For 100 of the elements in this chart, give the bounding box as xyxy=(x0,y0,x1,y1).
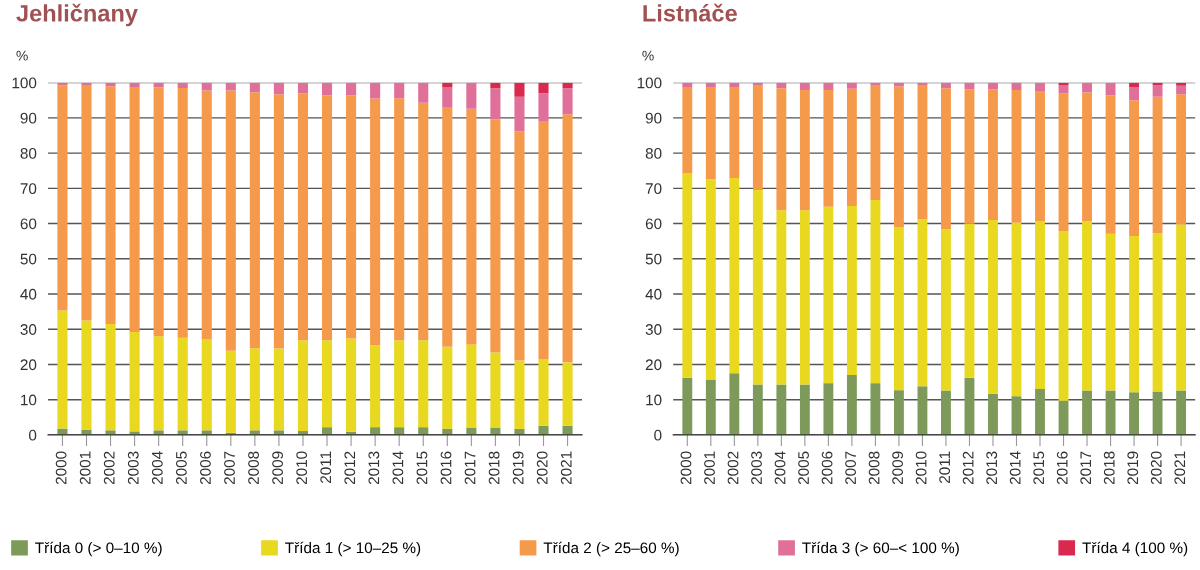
legend-label: Třída 1 (> 10–25 %) xyxy=(285,541,421,557)
bar xyxy=(1176,82,1187,86)
bar xyxy=(1129,100,1139,236)
y-tick-label: 0 xyxy=(654,429,662,441)
bar xyxy=(538,425,549,435)
bar xyxy=(964,223,975,378)
bar xyxy=(466,82,477,109)
bar xyxy=(249,82,260,93)
bar xyxy=(1152,233,1163,392)
bar xyxy=(988,82,998,90)
y-tick-label: 50 xyxy=(20,253,37,265)
bar xyxy=(1011,222,1022,397)
bar xyxy=(799,90,810,211)
bar xyxy=(514,360,525,429)
bar xyxy=(1058,85,1069,94)
x-tick-label: 2014 xyxy=(392,451,404,485)
bar xyxy=(682,82,693,87)
x-tick-label: 2012 xyxy=(962,451,974,485)
bar xyxy=(129,332,140,432)
x-tick-label: 2011 xyxy=(320,451,332,483)
bar xyxy=(823,383,834,435)
bar xyxy=(846,375,857,435)
x-tick-label: 2020 xyxy=(536,451,548,485)
bar xyxy=(394,340,405,428)
bar xyxy=(752,85,763,191)
bar xyxy=(799,82,810,91)
bar xyxy=(153,336,164,431)
bar xyxy=(57,310,68,429)
x-tick-label: 2002 xyxy=(103,451,115,485)
bar xyxy=(225,90,236,351)
bar xyxy=(799,384,810,435)
x-tick-label: 2000 xyxy=(680,451,692,485)
bar xyxy=(1129,82,1139,87)
bar xyxy=(105,82,116,87)
bar xyxy=(177,87,188,338)
y-tick-label: 30 xyxy=(20,324,37,335)
bar xyxy=(729,82,740,87)
bar xyxy=(442,82,453,87)
bar xyxy=(442,346,453,429)
legend-label: Třída 3 (> 60–< 100 %) xyxy=(802,541,959,557)
y-tick-label: 0 xyxy=(28,429,37,441)
bar xyxy=(490,352,501,428)
x-tick-label: 2001 xyxy=(79,451,91,485)
y-tick-label: 20 xyxy=(645,359,662,371)
x-tick-label: 2010 xyxy=(915,451,927,485)
x-tick-label: 2006 xyxy=(821,451,833,485)
y-axis-title: % xyxy=(16,50,28,61)
bar xyxy=(153,87,164,337)
bar xyxy=(201,82,212,91)
bar xyxy=(105,86,116,324)
bar xyxy=(273,94,284,349)
x-tick-label: 2014 xyxy=(1009,451,1021,485)
bar xyxy=(752,384,763,435)
x-tick-label: 2013 xyxy=(368,451,380,485)
x-tick-label: 2003 xyxy=(751,451,762,485)
bar xyxy=(418,102,429,341)
bar xyxy=(490,88,501,120)
bar xyxy=(394,98,405,341)
bar xyxy=(705,82,716,87)
bar xyxy=(729,86,740,179)
y-tick-label: 70 xyxy=(20,183,37,195)
y-tick-label: 50 xyxy=(645,253,662,265)
bar xyxy=(1082,92,1092,222)
x-tick-label: 2004 xyxy=(774,451,786,485)
x-tick-label: 2007 xyxy=(224,451,235,485)
bar xyxy=(418,427,429,435)
bar xyxy=(917,85,928,220)
bar xyxy=(941,88,951,230)
bar xyxy=(870,383,881,435)
bar xyxy=(394,427,405,435)
bar xyxy=(893,390,904,435)
bar xyxy=(917,386,928,435)
y-axis-title: % xyxy=(642,50,654,61)
bar xyxy=(1082,221,1092,391)
bar xyxy=(988,220,998,394)
bar xyxy=(297,340,309,432)
bar xyxy=(297,82,309,94)
bar xyxy=(297,93,309,341)
y-tick-label: 70 xyxy=(645,183,662,195)
bar xyxy=(682,173,693,378)
bar xyxy=(1176,390,1187,435)
x-tick-label: 2012 xyxy=(344,451,356,485)
bar xyxy=(321,340,333,428)
bar xyxy=(153,82,164,88)
bar xyxy=(1035,221,1045,390)
bar xyxy=(870,82,881,86)
x-tick-label: 2007 xyxy=(845,451,856,485)
x-tick-label: 2010 xyxy=(296,451,308,485)
y-tick-label: 100 xyxy=(12,77,37,89)
bar xyxy=(225,350,236,433)
y-tick-label: 90 xyxy=(645,112,662,124)
bar xyxy=(893,86,904,228)
bar xyxy=(177,337,188,431)
legend-label: Třída 2 (> 25–60 %) xyxy=(543,541,679,557)
x-tick-label: 2005 xyxy=(798,451,809,485)
bar xyxy=(201,339,212,431)
x-tick-label: 2003 xyxy=(127,451,139,485)
x-tick-label: 2018 xyxy=(488,451,500,485)
bar xyxy=(249,92,260,349)
x-tick-label: 2000 xyxy=(55,451,67,485)
